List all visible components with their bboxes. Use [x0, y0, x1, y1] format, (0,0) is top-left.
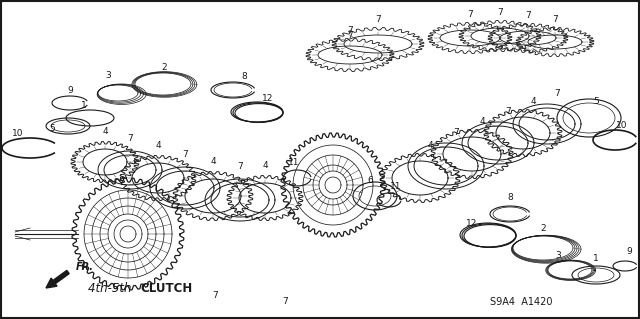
- Text: FR.: FR.: [76, 262, 94, 272]
- Text: 10: 10: [12, 129, 24, 138]
- Text: 7: 7: [182, 150, 188, 159]
- Text: 10: 10: [616, 121, 628, 130]
- Text: 7: 7: [347, 26, 353, 35]
- Text: 7: 7: [467, 10, 473, 19]
- Text: 7: 7: [237, 162, 243, 171]
- Text: S9A4  A1420: S9A4 A1420: [490, 297, 552, 307]
- Text: 4: 4: [210, 157, 216, 166]
- Text: 12: 12: [467, 219, 477, 228]
- Text: 4: 4: [262, 161, 268, 170]
- Text: 7: 7: [282, 297, 288, 306]
- Text: 7: 7: [505, 107, 511, 116]
- Text: 5: 5: [49, 124, 55, 133]
- Text: 11: 11: [288, 158, 300, 167]
- Text: 7: 7: [375, 15, 381, 24]
- Text: 4: 4: [479, 117, 485, 126]
- Text: 4: 4: [102, 127, 108, 136]
- Text: 8: 8: [241, 72, 247, 81]
- Text: 3: 3: [105, 71, 111, 80]
- Text: 12: 12: [262, 94, 274, 103]
- FancyArrow shape: [46, 271, 69, 288]
- Text: 7: 7: [127, 134, 133, 143]
- Text: 7: 7: [525, 11, 531, 20]
- Text: 3: 3: [555, 251, 561, 260]
- Text: 8: 8: [507, 193, 513, 202]
- Text: 1: 1: [81, 101, 87, 110]
- Text: 9: 9: [626, 247, 632, 256]
- Text: 7: 7: [212, 291, 218, 300]
- Text: 7: 7: [347, 31, 353, 40]
- Text: 4th-5th: 4th-5th: [88, 281, 135, 294]
- Text: 2: 2: [161, 63, 167, 72]
- Text: 7: 7: [453, 128, 459, 137]
- Text: 7: 7: [497, 8, 503, 17]
- Text: 1: 1: [593, 254, 599, 263]
- Text: 7: 7: [552, 15, 558, 24]
- Text: 2: 2: [540, 224, 546, 233]
- Text: 11: 11: [390, 182, 402, 191]
- Text: 7: 7: [554, 89, 560, 98]
- Text: 9: 9: [67, 86, 73, 95]
- Text: 5: 5: [593, 97, 599, 106]
- Text: 4: 4: [427, 141, 433, 150]
- Text: 6: 6: [367, 176, 373, 185]
- Text: 4: 4: [530, 97, 536, 106]
- Text: 4: 4: [155, 141, 161, 150]
- Text: CLUTCH: CLUTCH: [140, 281, 192, 294]
